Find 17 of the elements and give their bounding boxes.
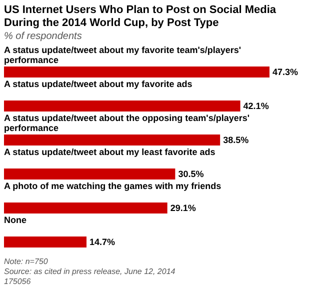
chart-title: US Internet Users Who Plan to Post on Social Media During the 2014 World Cup, by Post Type [4, 4, 277, 29]
data-label: 47.3% [272, 67, 298, 77]
data-label: 38.5% [223, 135, 249, 145]
y-tick-label: A status update/tweet about the opposing team's/players' performance [4, 113, 250, 133]
text: Note: n=750 [4, 257, 48, 266]
text: 175056 [4, 277, 32, 286]
data-label: 42.1% [243, 101, 269, 111]
chart-subtitle: % of respondents [4, 31, 82, 42]
y-tick-label: A status update/tweet about my favorite ads [4, 79, 192, 89]
y-tick-label: A status update/tweet about my least favorite ads [4, 147, 216, 157]
y-tick-label: A photo of me watching the games with my friends [4, 181, 222, 191]
data-label: 29.1% [170, 203, 196, 213]
source-note: Source: as cited in press release, June 12, 2014 [4, 267, 176, 276]
data-label: 14.7% [90, 237, 116, 247]
data-label: 30.5% [178, 169, 204, 179]
y-tick-label: None [4, 215, 26, 225]
y-tick-label: A status update/tweet about my favorite team's/players' performance [4, 45, 242, 65]
